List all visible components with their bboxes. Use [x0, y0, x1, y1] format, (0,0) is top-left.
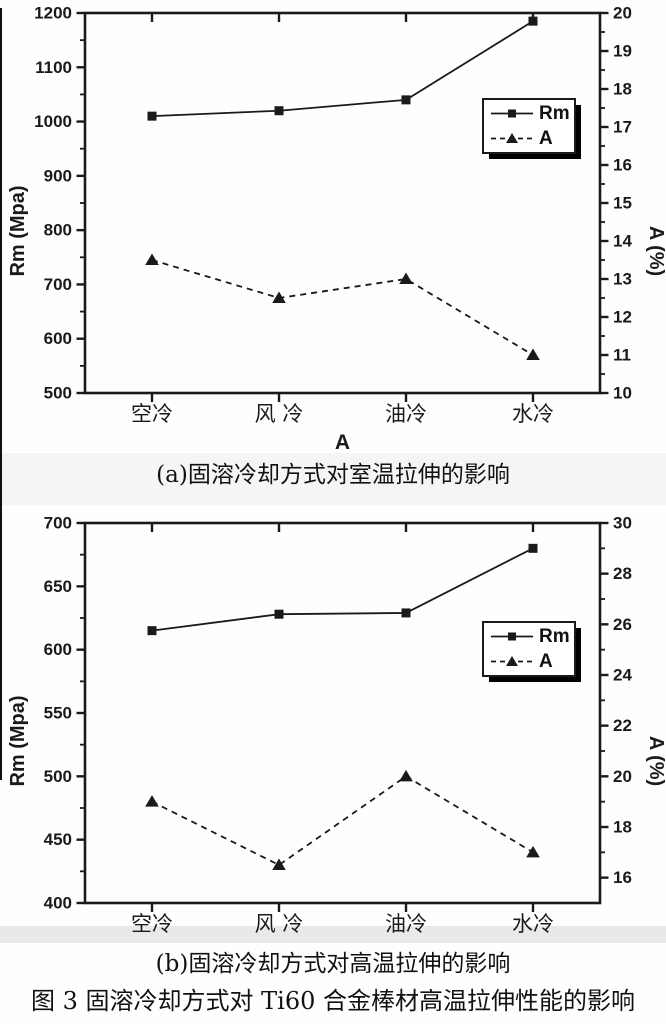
right-tick-label: 22 [613, 716, 632, 735]
left-tick-label: 700 [44, 275, 72, 294]
right-tick-label: 12 [613, 308, 632, 327]
left-tick-label: 500 [44, 384, 72, 403]
caption-panel-a: (a)固溶冷却方式对室温拉伸的影响 [156, 462, 510, 488]
left-tick-label: 700 [44, 514, 72, 533]
series-A [145, 769, 540, 870]
left-tick-label: 450 [44, 830, 72, 849]
scan-edge-artifact [0, 8, 2, 780]
x-axis: 空冷 风 冷 油冷 水冷 A [131, 13, 554, 454]
x-axis: 空冷 风 冷 油冷 水冷 [131, 523, 554, 936]
right-tick-label: 18 [613, 80, 632, 99]
right-tick-label: 20 [613, 767, 632, 786]
left-axis: 500 600 700 800 900 1000 1100 1200 Rm (Mpa) [7, 4, 85, 403]
legend: Rm A [482, 621, 581, 682]
series-Rm [147, 543, 538, 636]
right-tick-label: 11 [613, 346, 631, 365]
right-tick-label: 16 [613, 868, 632, 887]
left-tick-label: 500 [44, 767, 72, 786]
left-tick-label: 1000 [34, 112, 72, 131]
chart-high-temp-tensile: 400 450 500 550 600 650 700 Rm (Mpa) 16 18 20 22 24 2… [7, 514, 666, 937]
left-axis: 400 450 500 550 600 650 700 Rm (Mpa) [7, 514, 85, 913]
right-axis-title: A (%) [645, 736, 666, 786]
x-tick-label: 水冷 [512, 912, 554, 936]
x-tick-label: 空冷 [131, 402, 173, 426]
left-tick-label: 900 [44, 166, 72, 185]
plot-frame [83, 11, 602, 395]
left-tick-label: 600 [44, 329, 72, 348]
x-tick-label: 风 冷 [255, 402, 304, 426]
legend-label-Rm: Rm [539, 626, 570, 647]
right-tick-label: 18 [613, 818, 632, 837]
left-tick-label: 400 [44, 894, 72, 913]
x-tick-label: 油冷 [385, 912, 427, 936]
left-tick-label: 650 [44, 577, 72, 596]
series-A [145, 253, 540, 360]
caption-panel-b: (b)固溶冷却方式对高温拉伸的影响 [155, 951, 511, 977]
series-Rm [147, 16, 538, 121]
right-axis: 16 18 20 22 24 26 28 30 A (%) [600, 514, 666, 887]
left-axis-title: Rm (Mpa) [7, 695, 29, 786]
right-tick-label: 17 [613, 118, 632, 137]
x-axis-title: A [335, 431, 350, 454]
right-tick-label: 26 [613, 615, 632, 634]
scan-band-gray [0, 926, 666, 943]
right-tick-label: 24 [613, 666, 632, 685]
legend-label-Rm: Rm [539, 103, 570, 124]
x-tick-label: 水冷 [512, 402, 554, 426]
right-tick-label: 30 [613, 514, 632, 533]
x-tick-label: 空冷 [131, 912, 173, 936]
left-tick-label: 1200 [34, 4, 72, 23]
right-tick-label: 28 [613, 564, 632, 583]
right-axis-title: A (%) [645, 226, 666, 276]
right-tick-label: 13 [613, 270, 632, 289]
scan-band-light [0, 453, 666, 505]
legend-label-A: A [539, 128, 553, 149]
right-tick-label: 19 [613, 42, 632, 61]
right-tick-label: 14 [613, 232, 632, 251]
right-tick-label: 15 [613, 194, 632, 213]
left-tick-label: 1100 [35, 58, 72, 77]
left-tick-label: 800 [44, 221, 72, 240]
right-tick-label: 10 [613, 384, 632, 403]
left-tick-label: 600 [44, 640, 72, 659]
legend: Rm A [482, 98, 581, 159]
x-tick-label: 风 冷 [255, 912, 304, 936]
figure-caption: 图 3 固溶冷却方式对 Ti60 合金棒材高温拉伸性能的影响 [30, 987, 635, 1015]
right-tick-label: 20 [613, 4, 632, 23]
right-tick-label: 16 [613, 156, 632, 175]
left-axis-title: Rm (Mpa) [7, 185, 29, 276]
left-tick-label: 550 [44, 704, 72, 723]
x-tick-label: 油冷 [385, 402, 427, 426]
right-axis: 10 11 12 13 14 15 16 17 18 19 20 A (%) [600, 4, 666, 403]
legend-label-A: A [539, 651, 553, 672]
